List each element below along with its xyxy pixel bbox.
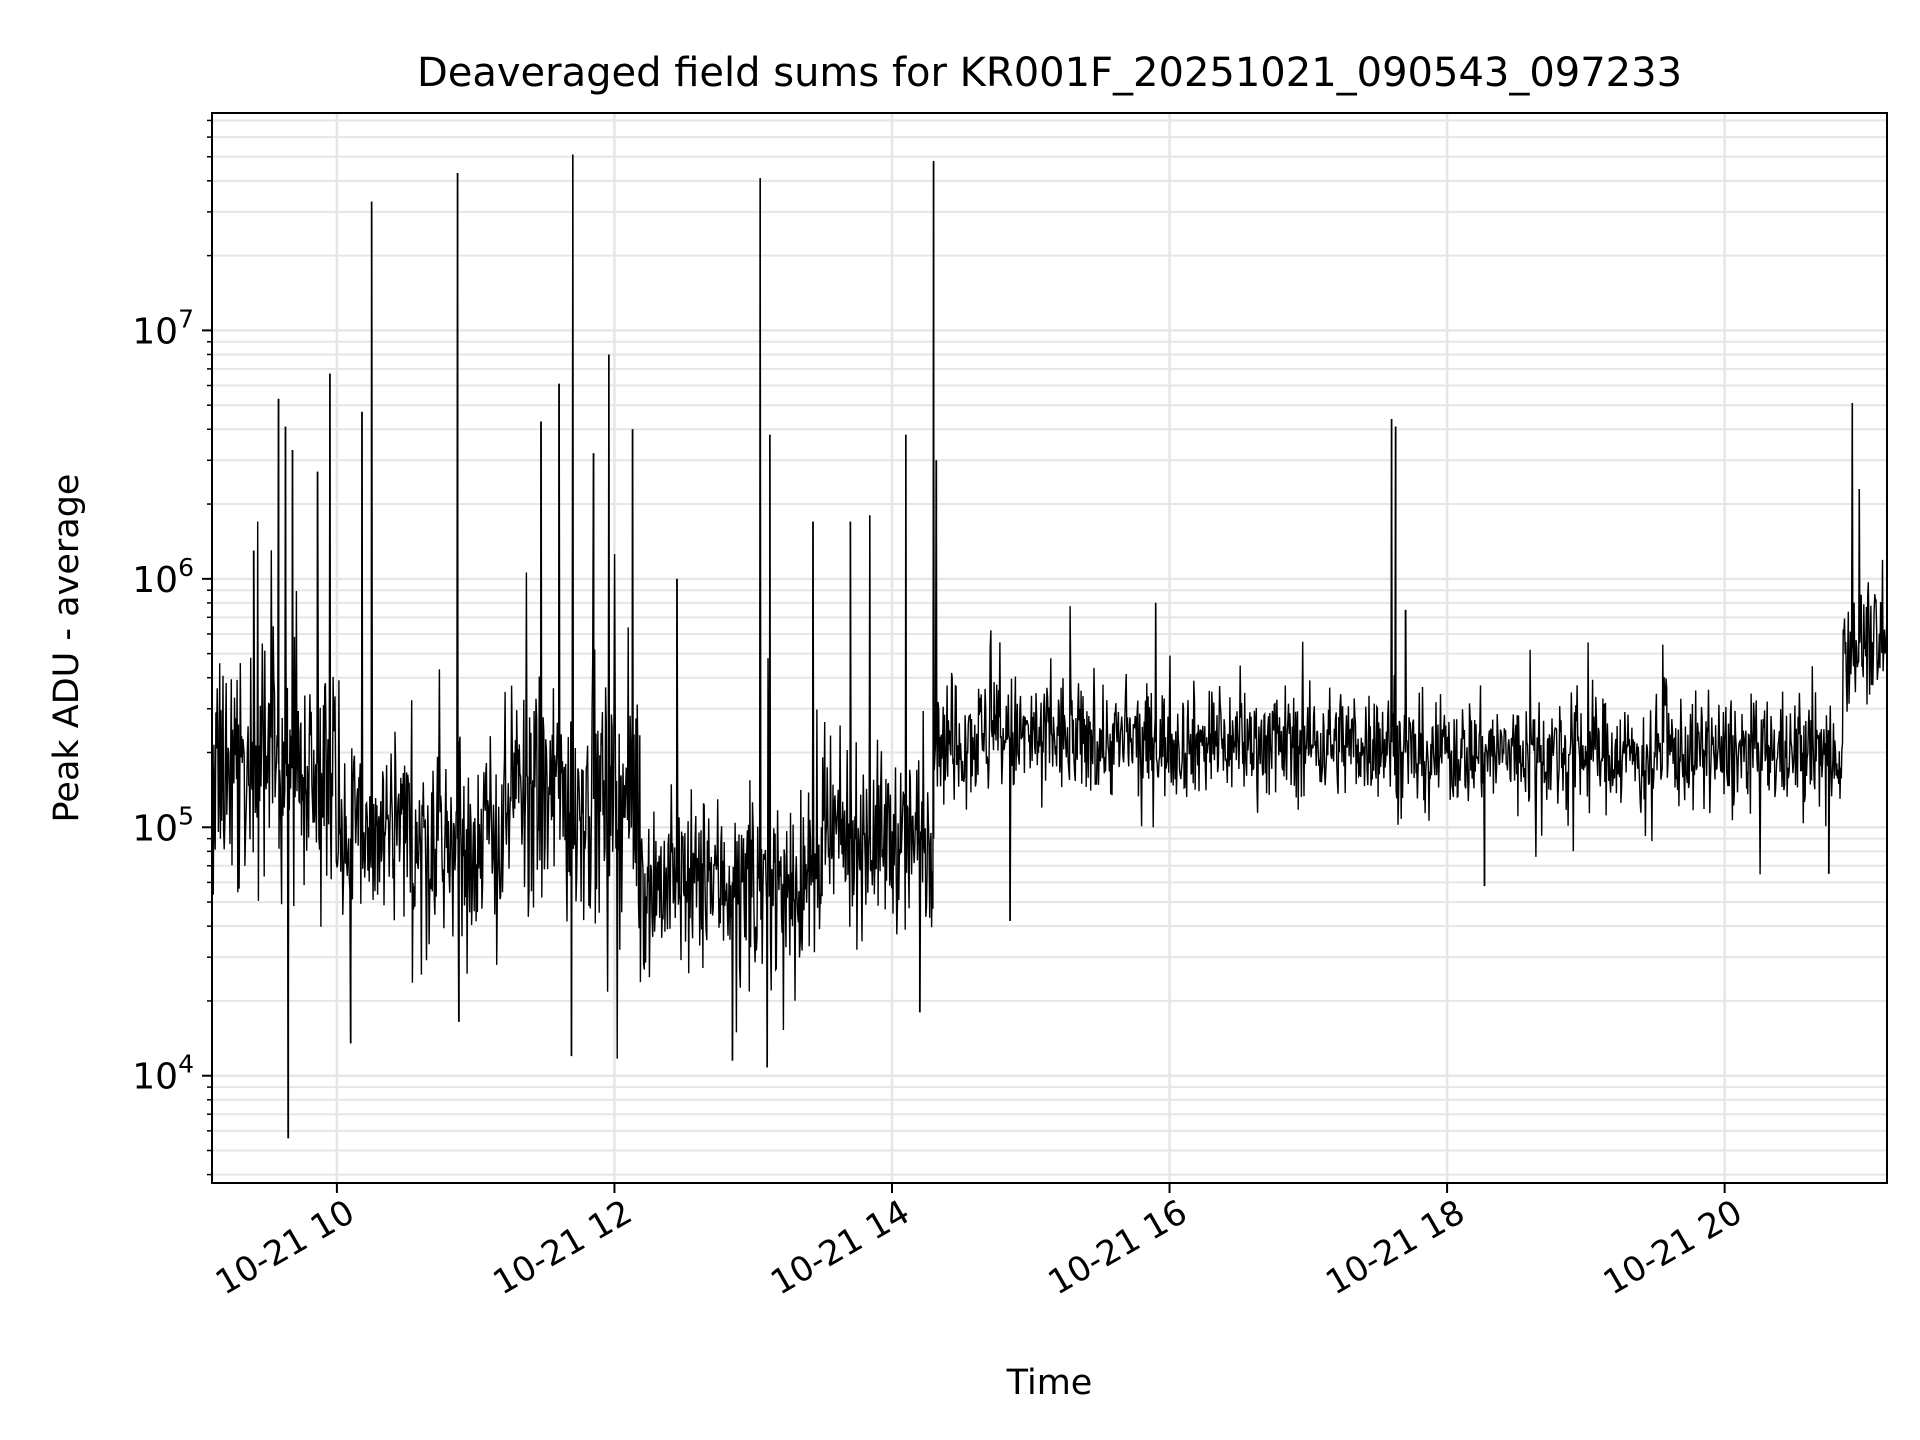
series-line: [212, 154, 1887, 1139]
grid: [212, 113, 1887, 1183]
series-layer: [212, 154, 1887, 1139]
plot-frame: [211, 112, 1888, 1184]
y-tick-label: 104: [132, 1050, 194, 1098]
y-tick-label: 107: [132, 304, 194, 352]
plot-frame-layer: [211, 112, 1888, 1184]
y-tick-label: 105: [132, 801, 194, 849]
x-axis-label: Time: [1006, 1363, 1093, 1403]
y-tick-label: 106: [132, 553, 194, 601]
chart-title: Deaveraged field sums for KR001F_2025102…: [417, 50, 1682, 96]
y-axis-label: Peak ADU - average: [47, 474, 87, 823]
